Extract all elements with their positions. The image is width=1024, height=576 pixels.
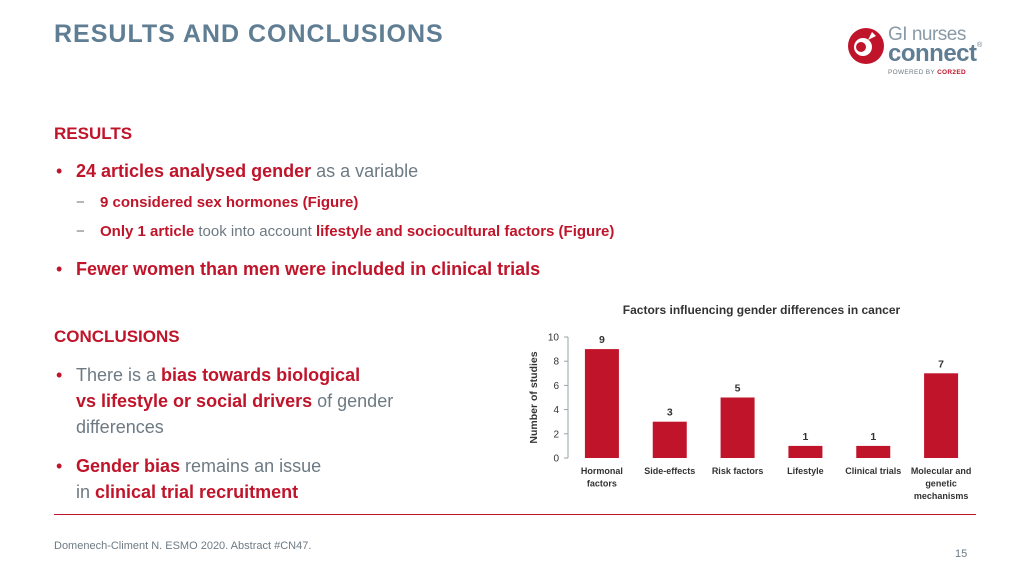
chart-bar [584, 349, 619, 458]
logo-mark-icon [848, 28, 884, 64]
chart-y-tick-label: 2 [553, 429, 559, 440]
chart-category-label: factors [587, 479, 617, 489]
footer-divider [54, 514, 976, 515]
chart-bar [720, 397, 755, 458]
conclusions-bullet-bias: • There is a bias towards biological vs l… [56, 365, 394, 437]
logo-powered-by: POWERED BY COR2ED [888, 69, 966, 76]
chart-data-label: 5 [735, 383, 741, 395]
slide-title: RESULTS AND CONCLUSIONS [54, 20, 444, 48]
chart-bar [652, 421, 687, 458]
chart-data-label: 7 [938, 358, 944, 370]
logo-text-gi-nurses: GI nurses [888, 24, 966, 45]
chart-y-tick-label: 4 [553, 405, 559, 416]
results-bullet-trials: • Fewer women than men were included in … [56, 259, 541, 279]
chart-category-label: Lifestyle [787, 466, 824, 476]
chart-data-label: 3 [667, 407, 673, 419]
chart-category-label: Clinical trials [845, 466, 901, 476]
chart-category-label: Risk factors [712, 466, 764, 476]
gender-factors-bar-chart: Factors influencing gender differences i… [515, 296, 995, 511]
chart-bar [856, 445, 891, 458]
chart-y-tick-label: 10 [548, 333, 560, 344]
chart-y-tick-label: 6 [553, 381, 559, 392]
chart-category-label: genetic [925, 479, 957, 489]
results-sub-lifestyle: − Only 1 article took into account lifes… [76, 223, 615, 240]
chart-category-label: mechanisms [914, 491, 969, 501]
chart-category-label: Hormonal [581, 466, 623, 476]
chart-data-label: 9 [599, 334, 605, 346]
chart-bar [788, 445, 823, 458]
footer-citation: Domenech-Climent N. ESMO 2020. Abstract … [54, 540, 312, 552]
chart-y-tick-label: 0 [553, 454, 559, 465]
conclusions-bullet-recruitment: • Gender bias remains an issue in clinica… [56, 456, 322, 502]
results-heading: RESULTS [54, 124, 133, 143]
chart-y-tick-label: 8 [553, 357, 559, 368]
logo-text-connect: connect [888, 40, 977, 67]
results-sub-hormones: − 9 considered sex hormones (Figure) [76, 194, 359, 211]
results-bullet-articles: • 24 articles analysed gender as a varia… [56, 158, 418, 184]
chart-category-label: Molecular and [911, 466, 972, 476]
chart-title: Factors influencing gender differences i… [623, 303, 901, 317]
chart-category-label: Side-effects [644, 466, 695, 476]
conclusions-heading: CONCLUSIONS [54, 327, 180, 346]
chart-data-label: 1 [870, 431, 876, 443]
chart-y-axis-label: Number of studies [528, 351, 540, 443]
chart-data-label: 1 [802, 431, 808, 443]
gi-nurses-connect-logo: GI nurses connect ® POWERED BY COR2ED [846, 22, 992, 82]
bullet-dot: • [56, 161, 63, 181]
page-number: 15 [955, 548, 968, 560]
chart-bar [924, 373, 959, 458]
chart-svg: Factors influencing gender differences i… [528, 303, 972, 501]
logo-registered-mark: ® [977, 42, 983, 49]
